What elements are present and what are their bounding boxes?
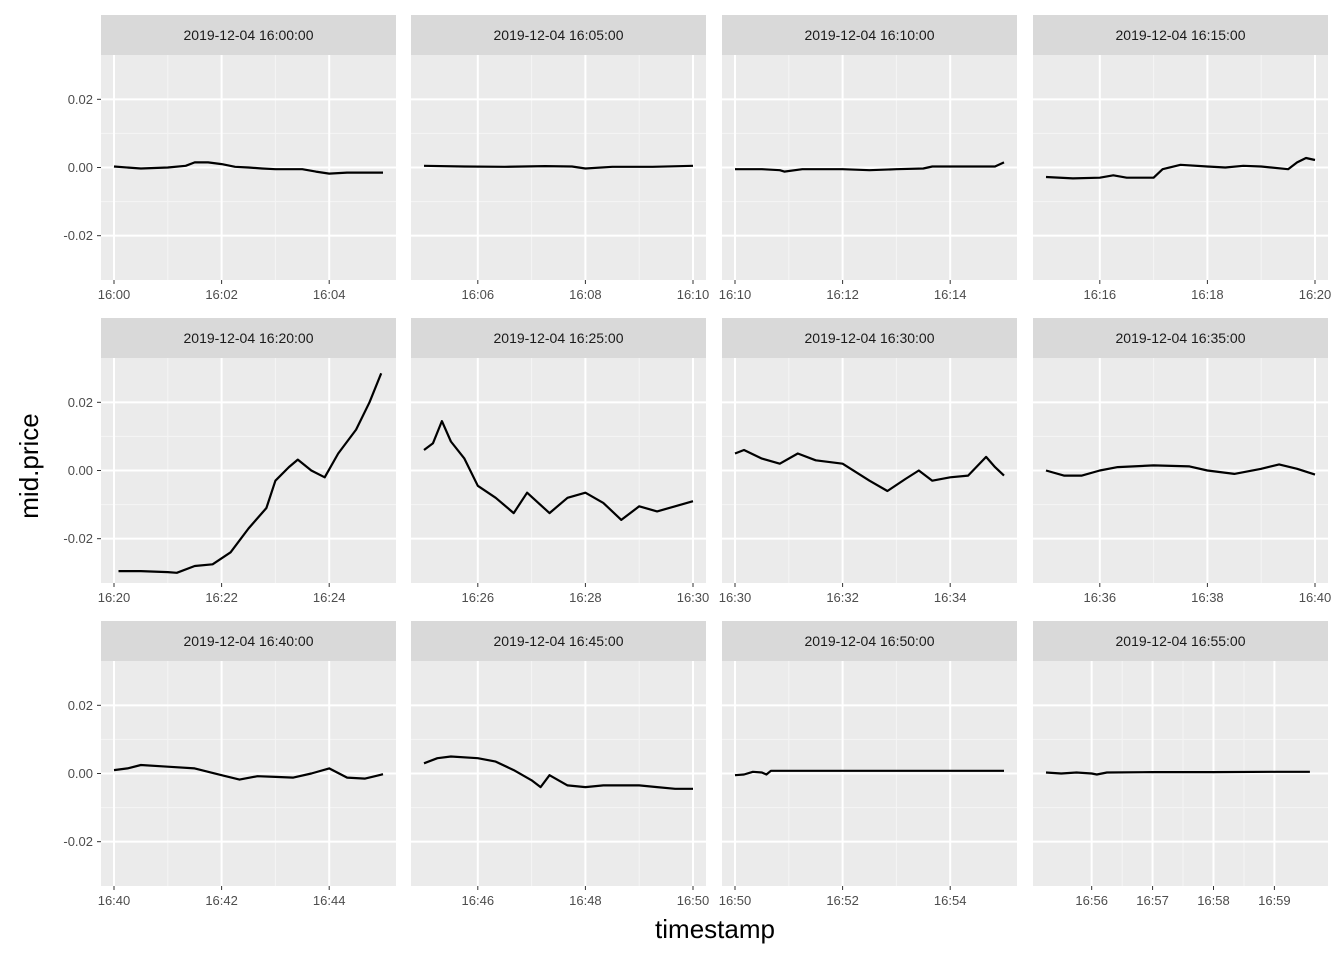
x-tick-label: 16:58	[1197, 893, 1230, 908]
facet-strip-label: 2019-12-04 16:20:00	[184, 330, 314, 346]
facet-strip-label: 2019-12-04 16:30:00	[805, 330, 935, 346]
facet-panel: 2019-12-04 16:25:00 16:26 16:28 16:30	[411, 318, 709, 605]
y-tick-label: -0.02	[63, 834, 93, 849]
x-tick-label: 16:54	[934, 893, 967, 908]
facet-strip	[1033, 318, 1328, 358]
series-line	[1045, 770, 1310, 776]
x-tick-label: 16:38	[1191, 590, 1224, 605]
y-tick-label: 0.02	[68, 395, 93, 410]
x-tick-label: 16:50	[677, 893, 710, 908]
series-line	[423, 164, 694, 170]
series-line	[1045, 156, 1316, 180]
facet-panel: 2019-12-04 16:40:00 16:40 16:42 16:44 0.02 0.…	[63, 621, 396, 908]
facet-panel: 2019-12-04 16:05:00 16:06 16:08 16:10	[411, 15, 709, 302]
y-tick-label: -0.02	[63, 228, 93, 243]
x-tick-label: 16:20	[1299, 287, 1332, 302]
facet-strip-label: 2019-12-04 16:55:00	[1116, 633, 1246, 649]
series-line	[118, 372, 383, 574]
x-tick-label: 16:24	[313, 590, 346, 605]
facet-strip-label: 2019-12-04 16:35:00	[1116, 330, 1246, 346]
facet-panel: 2019-12-04 16:35:00 16:36 16:38 16:40	[1033, 318, 1331, 605]
x-tick-label: 16:06	[462, 287, 495, 302]
x-tick-label: 16:36	[1084, 590, 1117, 605]
facet-strip	[411, 318, 706, 358]
facet-strip-label: 2019-12-04 16:00:00	[184, 27, 314, 43]
x-tick-label: 16:34	[934, 590, 967, 605]
x-tick-label: 16:50	[719, 893, 752, 908]
facet-strip-label: 2019-12-04 16:15:00	[1116, 27, 1246, 43]
x-tick-label: 16:04	[313, 287, 346, 302]
series-line	[735, 161, 1005, 173]
series-line	[423, 755, 693, 790]
x-tick-label: 16:28	[569, 590, 602, 605]
series-line	[113, 763, 384, 781]
facet-strip	[411, 621, 706, 661]
facet-strip	[101, 318, 396, 358]
facet-strip	[722, 318, 1017, 358]
x-tick-label: 16:48	[569, 893, 602, 908]
x-tick-label: 16:02	[205, 287, 238, 302]
x-tick-label: 16:00	[98, 287, 131, 302]
facet-panel: 2019-12-04 16:00:00 16:00 16:02 16:04 0.02 0.…	[63, 15, 396, 302]
y-tick-label: 0.02	[68, 698, 93, 713]
series-line	[1045, 463, 1316, 477]
x-tick-label: 16:32	[826, 590, 859, 605]
series-line	[423, 420, 694, 522]
series-line	[734, 769, 1004, 777]
x-tick-label: 16:56	[1075, 893, 1108, 908]
y-tick-label: 0.02	[68, 92, 93, 107]
facet-strip-label: 2019-12-04 16:50:00	[805, 633, 935, 649]
x-tick-label: 16:52	[826, 893, 859, 908]
x-tick-label: 16:18	[1191, 287, 1224, 302]
x-tick-label: 16:40	[98, 893, 131, 908]
facet-strip-label: 2019-12-04 16:25:00	[494, 330, 624, 346]
x-tick-label: 16:30	[719, 590, 752, 605]
facet-panel: 2019-12-04 16:55:00 16:56 16:57 16:58 16:59	[1033, 621, 1328, 908]
x-tick-label: 16:44	[313, 893, 346, 908]
facet-strip	[101, 621, 396, 661]
x-tick-label: 16:16	[1084, 287, 1117, 302]
facet-strip-label: 2019-12-04 16:45:00	[494, 633, 624, 649]
y-tick-label: 0.00	[68, 160, 93, 175]
facet-strip	[722, 15, 1017, 55]
facet-panel: 2019-12-04 16:45:00 16:46 16:48 16:50	[411, 621, 709, 908]
x-tick-label: 16:59	[1258, 893, 1291, 908]
facet-strip-label: 2019-12-04 16:10:00	[805, 27, 935, 43]
facet-strip-label: 2019-12-04 16:40:00	[184, 633, 314, 649]
x-tick-label: 16:30	[677, 590, 710, 605]
x-tick-label: 16:46	[462, 893, 495, 908]
x-tick-label: 16:20	[98, 590, 131, 605]
x-tick-label: 16:40	[1299, 590, 1332, 605]
series-line	[113, 161, 383, 175]
facet-strip	[411, 15, 706, 55]
x-tick-label: 16:14	[934, 287, 967, 302]
y-tick-label: 0.00	[68, 463, 93, 478]
facet-strip-label: 2019-12-04 16:05:00	[494, 27, 624, 43]
facet-panel: 2019-12-04 16:10:00 16:10 16:12 16:14	[719, 15, 1017, 302]
x-tick-label: 16:12	[826, 287, 859, 302]
x-tick-label: 16:08	[569, 287, 602, 302]
y-tick-label: 0.00	[68, 766, 93, 781]
facet-panel: 2019-12-04 16:15:00 16:16 16:18 16:20	[1033, 15, 1331, 302]
facet-panel: 2019-12-04 16:20:00 16:20 16:22 16:24 0.02 0.…	[63, 318, 396, 605]
x-axis-title: timestamp	[655, 914, 775, 944]
series-line	[734, 448, 1005, 493]
facet-strip	[1033, 621, 1328, 661]
facet-panel: 2019-12-04 16:30:00 16:30 16:32 16:34	[719, 318, 1017, 605]
x-tick-label: 16:10	[677, 287, 710, 302]
x-tick-label: 16:42	[205, 893, 238, 908]
facet-strip	[722, 621, 1017, 661]
x-tick-label: 16:10	[719, 287, 752, 302]
facet-strip	[101, 15, 396, 55]
facet-strip	[1033, 15, 1328, 55]
x-tick-label: 16:22	[205, 590, 238, 605]
y-tick-label: -0.02	[63, 531, 93, 546]
x-tick-label: 16:57	[1136, 893, 1169, 908]
x-tick-label: 16:26	[462, 590, 495, 605]
facet-panel: 2019-12-04 16:50:00 16:50 16:52 16:54	[719, 621, 1017, 908]
y-axis-title: mid.price	[14, 413, 44, 518]
